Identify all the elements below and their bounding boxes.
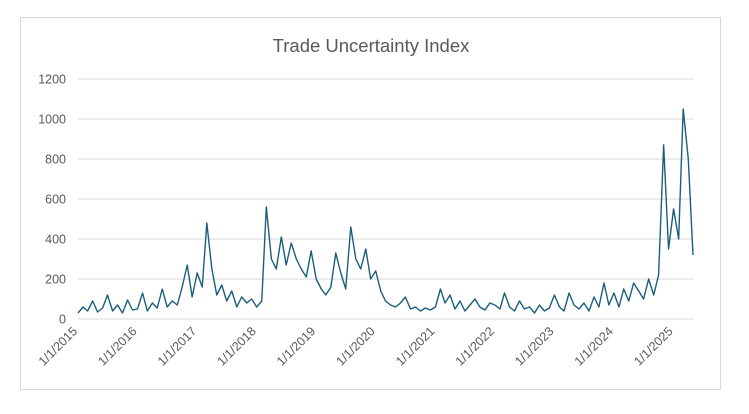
gridlines: [78, 78, 693, 320]
y-tick-label: 200: [45, 273, 66, 287]
x-tick-label: 1/1/2022: [453, 324, 497, 368]
y-axis-tick-labels: 0 200 400 600 800 1000 1200: [38, 73, 66, 327]
x-axis-tick-labels: 1/1/2015 1/1/2016 1/1/2017 1/1/2018 1/1/2019…: [36, 324, 676, 368]
y-tick-label: 800: [45, 153, 66, 167]
x-tick-label: 1/1/2019: [274, 324, 318, 368]
y-tick-label: 400: [45, 233, 66, 247]
x-tick-label: 1/1/2025: [631, 324, 675, 368]
x-tick-label: 1/1/2021: [393, 324, 437, 368]
series-layer: [77, 108, 694, 314]
series-line: [77, 108, 694, 314]
x-tick-label: 1/1/2018: [215, 324, 259, 368]
y-tick-label: 600: [45, 193, 66, 207]
x-tick-label: 1/1/2017: [155, 324, 199, 368]
y-tick-label: 1200: [38, 73, 66, 87]
x-tick-label: 1/1/2015: [36, 324, 80, 368]
x-tick-label: 1/1/2024: [572, 324, 616, 368]
chart-title: Trade Uncertainty Index: [273, 35, 470, 56]
y-tick-label: 1000: [38, 113, 66, 127]
x-tick-label: 1/1/2016: [95, 324, 139, 368]
x-tick-label: 1/1/2023: [512, 324, 556, 368]
x-tick-label: 1/1/2020: [334, 324, 378, 368]
y-tick-label: 0: [59, 313, 66, 327]
